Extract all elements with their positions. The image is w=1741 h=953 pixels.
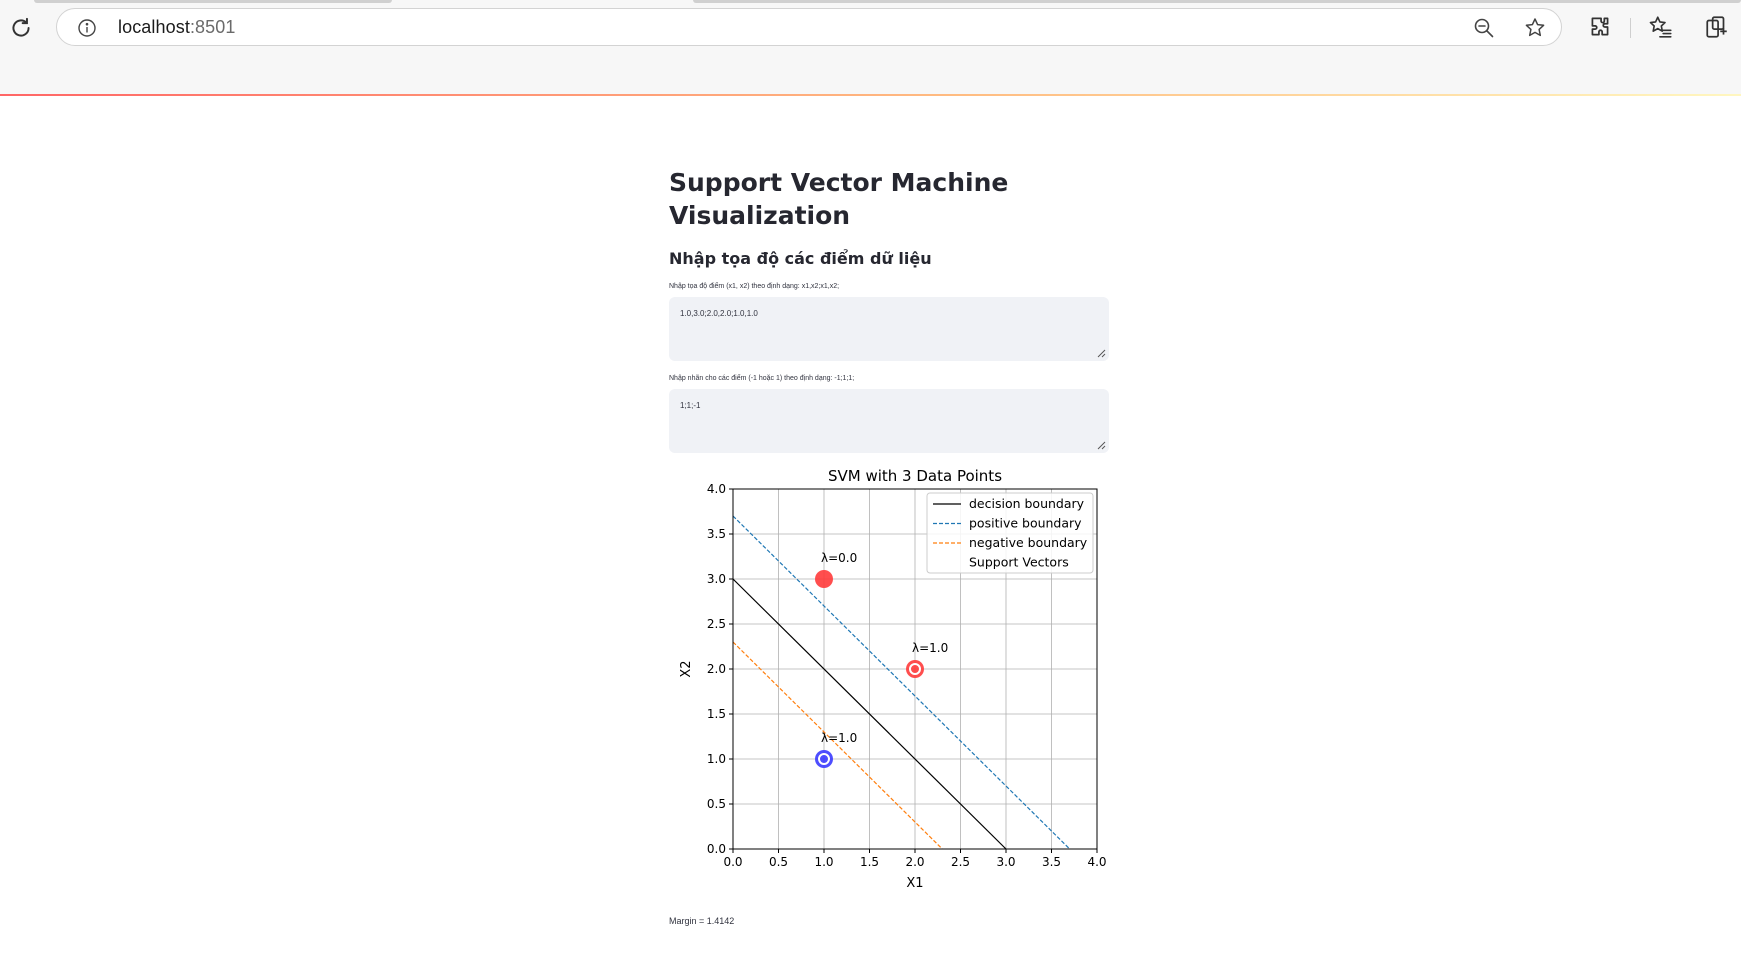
points-textarea[interactable]: 1.0,3.0;2.0,2.0;1.0,1.0 — [669, 297, 1109, 361]
chart-legend: decision boundary positive boundary negati… — [926, 492, 1094, 574]
y-tick-label: 2.5 — [707, 617, 726, 631]
x-tick-label: 0.0 — [723, 855, 742, 869]
x-tick-label: 2.5 — [951, 855, 970, 869]
app-header-decoration — [0, 94, 1741, 96]
url-port: :8501 — [189, 17, 236, 37]
y-tick-label: 3.0 — [707, 572, 726, 586]
points-textarea-value: 1.0,3.0;2.0,2.0;1.0,1.0 — [680, 309, 758, 318]
extensions-icon[interactable] — [1587, 14, 1613, 40]
x-tick-label: 0.5 — [769, 855, 788, 869]
site-info-icon[interactable] — [77, 18, 97, 38]
labels-textarea[interactable]: 1;1;-1 — [669, 389, 1109, 453]
y-tick-label: 0.5 — [707, 797, 726, 811]
support-vector-marker — [818, 753, 830, 765]
y-tick-label: 4.0 — [707, 482, 726, 496]
y-tick-label: 0.0 — [707, 842, 726, 856]
reload-button[interactable] — [8, 15, 34, 41]
x-tick-label: 3.5 — [1042, 855, 1061, 869]
tab-strip — [0, 0, 1741, 3]
x-tick-label: 1.0 — [814, 855, 833, 869]
svm-chart: SVM with 3 Data Points λ=0.0 λ=1.0 λ=1.0 0… — [679, 467, 1107, 891]
labels-field-label: Nhập nhãn cho các điểm (-1 hoặc 1) theo … — [669, 375, 855, 382]
bookmark-star-icon[interactable] — [1523, 16, 1547, 40]
y-tick-label: 1.5 — [707, 707, 726, 721]
data-point — [906, 660, 924, 678]
url-host: localhost — [118, 17, 190, 37]
browser-toolbar: localhost:8501 — [0, 0, 1741, 94]
series-line-decision-boundary — [732, 578, 1007, 850]
tab-indicator — [693, 0, 1741, 3]
lambda-label: λ=1.0 — [821, 731, 857, 745]
x-tick-label: 4.0 — [1087, 855, 1106, 869]
address-bar[interactable]: localhost:8501 — [56, 8, 1562, 46]
legend-entry: decision boundary — [969, 496, 1085, 511]
y-tick-label: 1.0 — [707, 752, 726, 766]
labels-textarea-value: 1;1;-1 — [680, 401, 701, 410]
y-axis-label: X2 — [679, 660, 694, 677]
x-axis-label: X1 — [906, 876, 923, 891]
series-line-negative-boundary — [732, 641, 943, 850]
points-field-label: Nhập tọa độ điểm (x1, x2) theo định dạng… — [669, 283, 840, 290]
x-tick-label: 1.5 — [860, 855, 879, 869]
favorites-icon[interactable] — [1648, 14, 1674, 40]
toolbar-separator — [1630, 18, 1631, 38]
chart-points: λ=0.0 λ=1.0 λ=1.0 — [815, 551, 948, 768]
margin-result: Margin = 1.4142 — [669, 916, 735, 926]
subheader: Nhập tọa độ các điểm dữ liệu — [669, 249, 932, 268]
data-point — [815, 750, 833, 768]
page-title: Support Vector Machine Visualization — [669, 168, 1009, 230]
series-line-positive-boundary — [732, 515, 1071, 850]
chart-ticks: 0.0 0.5 1.0 1.5 2.0 2.5 3.0 3.5 4.0 0.0 0.5 1.0 1.5 2… — [707, 482, 1107, 869]
resize-handle-icon[interactable] — [1096, 348, 1106, 358]
legend-entry: positive boundary — [969, 516, 1082, 531]
data-point — [815, 570, 833, 588]
zoom-icon[interactable] — [1473, 17, 1495, 39]
url-text[interactable]: localhost:8501 — [118, 17, 236, 38]
y-tick-label: 3.5 — [707, 527, 726, 541]
x-tick-label: 2.0 — [905, 855, 924, 869]
reload-icon — [12, 17, 30, 37]
x-tick-label: 3.0 — [996, 855, 1015, 869]
lambda-label: λ=1.0 — [912, 641, 948, 655]
chart-lines — [732, 515, 1071, 850]
y-tick-label: 2.0 — [707, 662, 726, 676]
resize-handle-icon[interactable] — [1096, 440, 1106, 450]
tab-indicator — [34, 0, 392, 3]
legend-entry: Support Vectors — [969, 555, 1069, 570]
lambda-label: λ=0.0 — [821, 551, 857, 565]
legend-entry: negative boundary — [969, 535, 1088, 550]
collections-icon[interactable] — [1704, 14, 1730, 40]
legend-box — [926, 492, 1094, 574]
support-vector-marker — [909, 663, 921, 675]
chart-title: SVM with 3 Data Points — [828, 467, 1002, 485]
